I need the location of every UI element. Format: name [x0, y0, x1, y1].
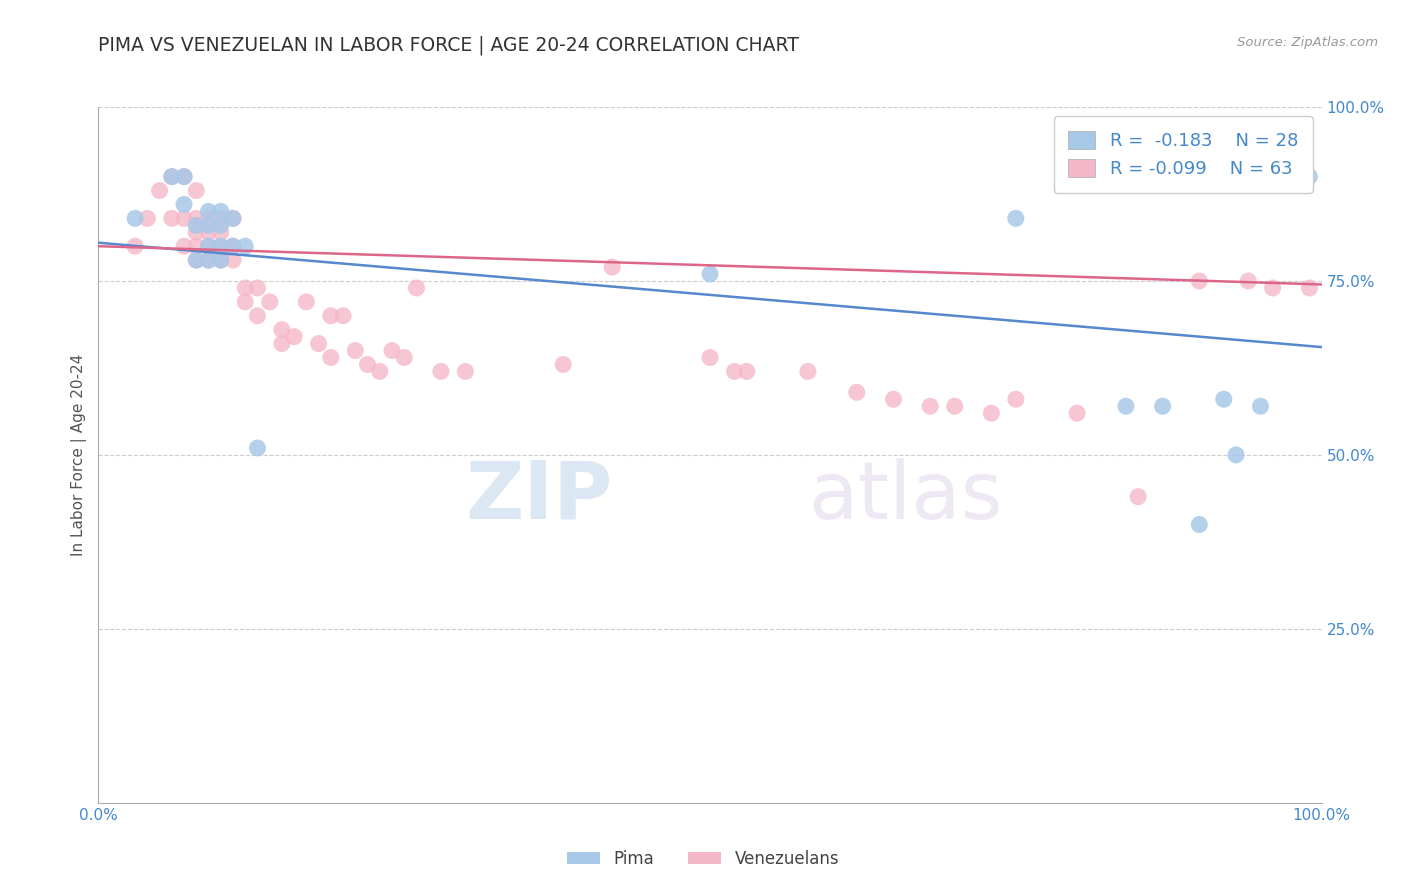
Point: [344, 343, 367, 358]
Point: [270, 323, 294, 337]
Point: [1128, 490, 1150, 504]
Point: [209, 253, 232, 268]
Point: [430, 364, 453, 378]
Point: [233, 294, 256, 309]
Point: [1066, 406, 1088, 420]
Point: [124, 239, 146, 253]
Point: [209, 204, 232, 219]
Point: [160, 211, 183, 226]
Point: [246, 309, 269, 323]
Point: [173, 211, 195, 226]
Point: [222, 253, 245, 268]
Point: [209, 239, 232, 253]
Point: [173, 169, 195, 184]
Point: [980, 406, 1002, 420]
Point: [1261, 281, 1284, 295]
Point: [186, 253, 208, 268]
Point: [1115, 399, 1137, 413]
Point: [845, 385, 868, 400]
Point: [295, 294, 318, 309]
Point: [197, 239, 219, 253]
Text: atlas: atlas: [808, 458, 1002, 536]
Point: [186, 211, 208, 226]
Point: [209, 253, 232, 268]
Point: [160, 169, 183, 184]
Point: [209, 239, 232, 253]
Point: [197, 219, 219, 233]
Point: [454, 364, 477, 378]
Point: [222, 239, 245, 253]
Point: [319, 309, 342, 323]
Text: PIMA VS VENEZUELAN IN LABOR FORCE | AGE 20-24 CORRELATION CHART: PIMA VS VENEZUELAN IN LABOR FORCE | AGE …: [98, 36, 799, 55]
Point: [1152, 399, 1174, 413]
Point: [356, 358, 378, 372]
Point: [332, 309, 354, 323]
Point: [197, 253, 219, 268]
Point: [124, 211, 146, 226]
Point: [1004, 392, 1026, 407]
Point: [222, 211, 245, 226]
Point: [553, 358, 575, 372]
Point: [381, 343, 404, 358]
Point: [270, 336, 294, 351]
Point: [405, 281, 427, 295]
Point: [197, 253, 219, 268]
Point: [209, 211, 232, 226]
Point: [699, 267, 721, 281]
Point: [1188, 274, 1211, 288]
Point: [233, 239, 256, 253]
Point: [149, 184, 172, 198]
Legend: R =  -0.183    N = 28, R = -0.099    N = 63: R = -0.183 N = 28, R = -0.099 N = 63: [1054, 116, 1313, 193]
Point: [186, 184, 208, 198]
Point: [735, 364, 758, 378]
Point: [160, 169, 183, 184]
Text: Source: ZipAtlas.com: Source: ZipAtlas.com: [1237, 36, 1378, 49]
Point: [943, 399, 966, 413]
Point: [173, 197, 195, 211]
Point: [1004, 211, 1026, 226]
Point: [1225, 448, 1247, 462]
Point: [392, 351, 416, 365]
Point: [1188, 517, 1211, 532]
Point: [600, 260, 623, 274]
Legend: Pima, Venezuelans: Pima, Venezuelans: [561, 844, 845, 875]
Point: [136, 211, 159, 226]
Point: [246, 441, 269, 455]
Point: [209, 225, 232, 239]
Point: [1298, 169, 1320, 184]
Point: [222, 239, 245, 253]
Point: [1237, 274, 1260, 288]
Point: [186, 253, 208, 268]
Text: ZIP: ZIP: [465, 458, 612, 536]
Point: [197, 204, 219, 219]
Point: [699, 351, 721, 365]
Point: [233, 281, 256, 295]
Point: [283, 329, 305, 343]
Y-axis label: In Labor Force | Age 20-24: In Labor Force | Age 20-24: [72, 354, 87, 556]
Point: [1249, 399, 1271, 413]
Point: [368, 364, 391, 378]
Point: [246, 281, 269, 295]
Point: [173, 169, 195, 184]
Point: [186, 219, 208, 233]
Point: [209, 219, 232, 233]
Point: [259, 294, 281, 309]
Point: [197, 239, 219, 253]
Point: [308, 336, 330, 351]
Point: [197, 211, 219, 226]
Point: [1212, 392, 1234, 407]
Point: [186, 225, 208, 239]
Point: [920, 399, 942, 413]
Point: [222, 211, 245, 226]
Point: [186, 239, 208, 253]
Point: [319, 351, 342, 365]
Point: [173, 239, 195, 253]
Point: [1298, 281, 1320, 295]
Point: [723, 364, 745, 378]
Point: [797, 364, 820, 378]
Point: [1274, 169, 1296, 184]
Point: [197, 225, 219, 239]
Point: [883, 392, 905, 407]
